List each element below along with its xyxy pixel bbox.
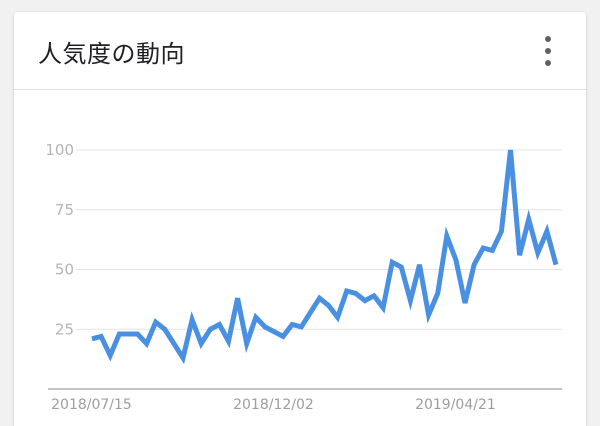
y-tick-label: 25 xyxy=(55,320,74,338)
menu-dot xyxy=(545,60,551,66)
card-title: 人気度の動向 xyxy=(38,40,185,68)
menu-dot xyxy=(545,48,551,54)
popularity-card: 人気度の動向 25 50 75 100 2018/07/15 2018/12/02 2019… xyxy=(14,12,586,426)
card-header: 人気度の動向 xyxy=(14,12,586,90)
x-tick-label: 2019/04/21 xyxy=(415,397,496,413)
y-tick-label: 75 xyxy=(55,201,74,219)
y-tick-label: 100 xyxy=(45,141,74,159)
x-tick-label: 2018/12/02 xyxy=(233,397,314,413)
y-tick-label: 50 xyxy=(55,261,74,279)
popularity-line-chart: 25 50 75 100 2018/07/15 2018/12/02 2019/04/21 xyxy=(45,141,562,413)
x-tick-label: 2018/07/15 xyxy=(51,397,132,413)
menu-dot xyxy=(545,36,551,42)
series-line xyxy=(91,149,559,365)
more-options-icon[interactable] xyxy=(536,36,560,66)
